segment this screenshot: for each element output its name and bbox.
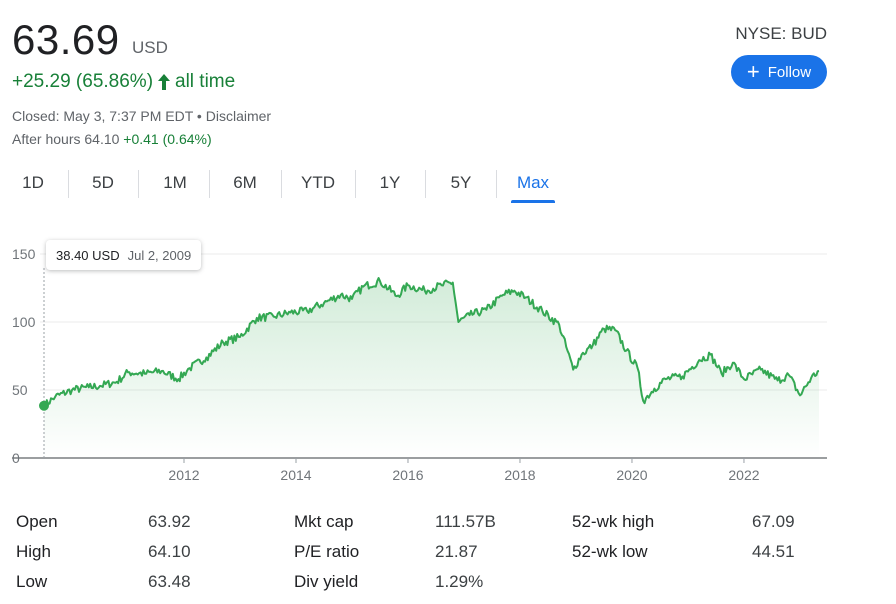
tab-divider	[209, 170, 210, 198]
y-tick-label: 50	[12, 382, 28, 398]
follow-label: Follow	[767, 63, 812, 81]
up-arrow-icon	[157, 73, 171, 91]
stat-label-52wk-low: 52-wk low	[572, 542, 648, 561]
price-line	[43, 277, 820, 410]
x-tick-label: 2022	[728, 467, 759, 483]
hover-point-marker	[39, 400, 49, 411]
price-change-value: +25.29 (65.86%)	[12, 71, 154, 92]
stat-value-pe-ratio: 21.87	[435, 542, 478, 561]
stat-value-52wk-high: 67.09	[752, 512, 795, 531]
tab-divider	[355, 170, 356, 198]
y-tick-label: 100	[12, 314, 36, 330]
disclaimer-link[interactable]: Disclaimer	[205, 108, 272, 124]
tab-1y[interactable]: 1Y	[379, 173, 401, 192]
stat-label-div-yield: Div yield	[294, 572, 359, 591]
stat-value-mkt-cap: 111.57B	[435, 512, 496, 531]
stat-label-open: Open	[16, 512, 58, 531]
tab-1d[interactable]: 1D	[22, 173, 44, 192]
follow-button[interactable]: + Follow	[731, 55, 827, 89]
tab-5y[interactable]: 5Y	[450, 173, 472, 192]
tab-ytd[interactable]: YTD	[301, 173, 335, 192]
tab-5d[interactable]: 5D	[92, 173, 114, 192]
stat-value-high: 64.10	[148, 542, 191, 561]
stat-label-mkt-cap: Mkt cap	[294, 512, 354, 531]
separator-dot: •	[193, 108, 206, 124]
after-hours: After hours 64.10 +0.41 (0.64%)	[12, 131, 212, 147]
market-status: Closed: May 3, 7:37 PM EDT • Disclaimer	[12, 108, 271, 124]
price-area-fill	[44, 278, 819, 458]
y-tick-label: 150	[12, 246, 36, 262]
closed-time: Closed: May 3, 7:37 PM EDT	[12, 108, 194, 124]
tab-divider	[68, 170, 69, 198]
currency-label: USD	[132, 38, 168, 57]
after-hours-price: After hours 64.10	[12, 131, 120, 147]
stat-label-52wk-high: 52-wk high	[572, 512, 655, 531]
tab-max[interactable]: Max	[511, 166, 555, 203]
x-tick-label: 2014	[280, 467, 311, 483]
x-tick-label: 2012	[168, 467, 199, 483]
stat-label-low: Low	[16, 572, 48, 591]
tooltip-value: 38.40 USD	[56, 247, 120, 263]
price-chart[interactable]: 0 50 100 150 2012 2014 2016 2018 2020 2022	[0, 220, 896, 500]
tab-divider	[138, 170, 139, 198]
y-tick-label: 0	[12, 450, 20, 466]
tab-divider	[425, 170, 426, 198]
stat-value-open: 63.92	[148, 512, 191, 531]
stat-label-pe-ratio: P/E ratio	[294, 542, 360, 561]
change-period: all time	[175, 71, 236, 92]
x-tick-label: 2020	[616, 467, 647, 483]
stat-value-div-yield: 1.29%	[435, 572, 484, 591]
tab-1m[interactable]: 1M	[163, 173, 187, 192]
stat-value-52wk-low: 44.51	[752, 542, 795, 561]
stat-label-high: High	[16, 542, 51, 561]
plus-icon: +	[746, 59, 760, 84]
tab-6m[interactable]: 6M	[233, 173, 257, 192]
tooltip-date: Jul 2, 2009	[127, 247, 192, 263]
price-change: +25.29 (65.86%) all time	[12, 71, 235, 93]
key-stats: Open 63.92 High 64.10 Low 63.48 Mkt cap …	[16, 512, 836, 602]
stat-value-low: 63.48	[148, 572, 191, 591]
stock-price: 63.69	[12, 16, 120, 63]
after-hours-change: +0.41 (0.64%)	[123, 131, 212, 147]
tab-divider	[496, 170, 497, 198]
hover-tooltip: 38.40 USD Jul 2, 2009	[46, 240, 202, 270]
tab-divider	[281, 170, 282, 198]
x-tick-label: 2018	[504, 467, 535, 483]
ticker-symbol: NYSE: BUD	[735, 24, 827, 43]
x-tick-label: 2016	[392, 467, 423, 483]
